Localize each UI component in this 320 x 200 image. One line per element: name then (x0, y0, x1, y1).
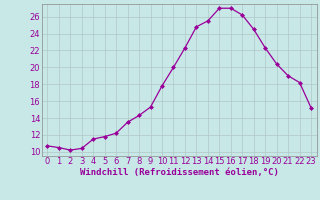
X-axis label: Windchill (Refroidissement éolien,°C): Windchill (Refroidissement éolien,°C) (80, 168, 279, 177)
